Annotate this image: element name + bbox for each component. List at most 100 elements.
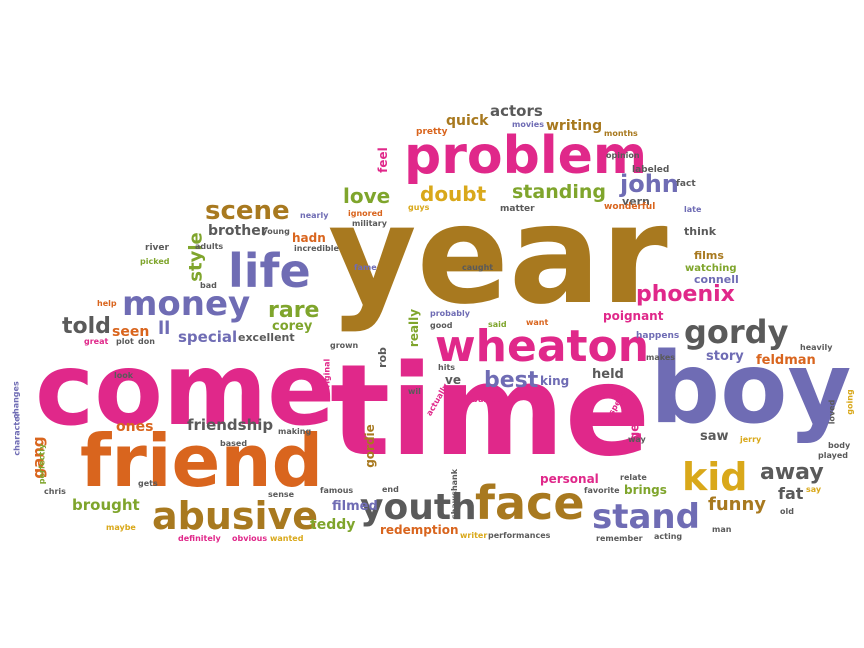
- word: wanted: [270, 534, 304, 543]
- word: river: [145, 243, 169, 253]
- word: youth: [360, 487, 477, 528]
- word: sense: [268, 490, 295, 499]
- word: don: [138, 337, 155, 346]
- word: look: [114, 371, 134, 380]
- word: story: [706, 349, 744, 364]
- word: maybe: [106, 523, 136, 532]
- word: ll: [158, 318, 171, 339]
- word: actors: [490, 102, 543, 120]
- word: probably: [430, 309, 470, 318]
- word: wonderful: [604, 202, 656, 212]
- word: feel: [375, 147, 390, 173]
- word: feldman: [756, 353, 816, 368]
- word: poignant: [603, 309, 664, 323]
- word: performances: [488, 531, 551, 540]
- word: obvious: [232, 534, 268, 543]
- word: personal: [540, 472, 599, 486]
- word: plot: [116, 337, 134, 346]
- word: ve: [445, 373, 461, 387]
- word: happens: [636, 331, 680, 341]
- word: shawshank: [450, 468, 460, 520]
- word: king: [540, 374, 570, 388]
- word: ignored: [348, 209, 383, 218]
- word: problem: [404, 126, 648, 186]
- word: good: [430, 321, 453, 330]
- word: redemption: [380, 523, 459, 537]
- word: scene: [205, 196, 290, 226]
- word: teddy: [310, 517, 356, 533]
- word: brought: [72, 496, 140, 514]
- word: way: [628, 435, 646, 444]
- word: love: [343, 184, 391, 208]
- word: matter: [500, 204, 535, 214]
- word: john: [620, 170, 679, 198]
- word: relate: [620, 473, 647, 482]
- word: based: [220, 439, 248, 448]
- word: labeled: [632, 165, 670, 175]
- word: brings: [624, 483, 667, 497]
- word: kid: [682, 455, 748, 499]
- word: favorite: [584, 486, 620, 495]
- word: doubt: [420, 182, 487, 206]
- word: friend: [80, 419, 324, 503]
- word: acting: [654, 532, 683, 541]
- word: away: [760, 460, 824, 485]
- word: phoenix: [636, 282, 735, 307]
- word: abusive: [152, 494, 319, 538]
- word: wil: [408, 387, 421, 396]
- word: jerry: [740, 435, 762, 444]
- word: definitely: [178, 534, 221, 543]
- word: said: [488, 320, 507, 329]
- word: perfectly: [37, 443, 47, 485]
- word: gordy: [684, 313, 789, 351]
- word: guys: [408, 203, 430, 212]
- word: writer: [460, 531, 488, 540]
- word: months: [604, 129, 638, 138]
- word: played: [818, 451, 848, 460]
- word: funny: [708, 494, 767, 515]
- word: late: [684, 205, 702, 214]
- word: fame: [354, 263, 377, 272]
- word: year: [328, 177, 668, 335]
- word: bullies: [472, 395, 502, 404]
- word: going: [845, 389, 855, 415]
- word: rob: [375, 347, 389, 368]
- word: special: [178, 328, 238, 346]
- word: seen: [112, 324, 150, 340]
- word: told: [62, 314, 111, 339]
- word: wheaton: [435, 321, 650, 372]
- word: films: [694, 249, 724, 262]
- word: fact: [676, 179, 696, 189]
- word: character: [12, 412, 22, 456]
- word: famous: [320, 486, 354, 495]
- word: body: [828, 441, 851, 450]
- word: chris: [44, 487, 66, 496]
- word: boy: [650, 332, 852, 446]
- word: old: [780, 507, 794, 516]
- word: face: [475, 476, 585, 530]
- word: ones: [116, 419, 154, 435]
- word: quick: [446, 113, 489, 129]
- word: best: [484, 368, 539, 393]
- word: young: [262, 227, 290, 236]
- word: filmed: [332, 499, 378, 514]
- word: changes: [11, 381, 21, 419]
- word: life: [228, 244, 311, 298]
- word: think: [684, 225, 717, 238]
- word: opinion: [606, 151, 640, 160]
- word: saw: [700, 429, 729, 444]
- word: making: [278, 427, 312, 436]
- word: grown: [330, 341, 359, 350]
- word: style: [185, 232, 207, 282]
- word: rare: [268, 298, 320, 323]
- word: hits: [438, 363, 456, 372]
- word: gets: [138, 479, 158, 488]
- word: writing: [546, 118, 603, 134]
- word: time: [330, 337, 651, 484]
- word: money: [122, 284, 251, 324]
- word: standing: [512, 181, 606, 203]
- word: held: [592, 367, 624, 382]
- word: great: [84, 337, 109, 346]
- word: want: [526, 318, 549, 327]
